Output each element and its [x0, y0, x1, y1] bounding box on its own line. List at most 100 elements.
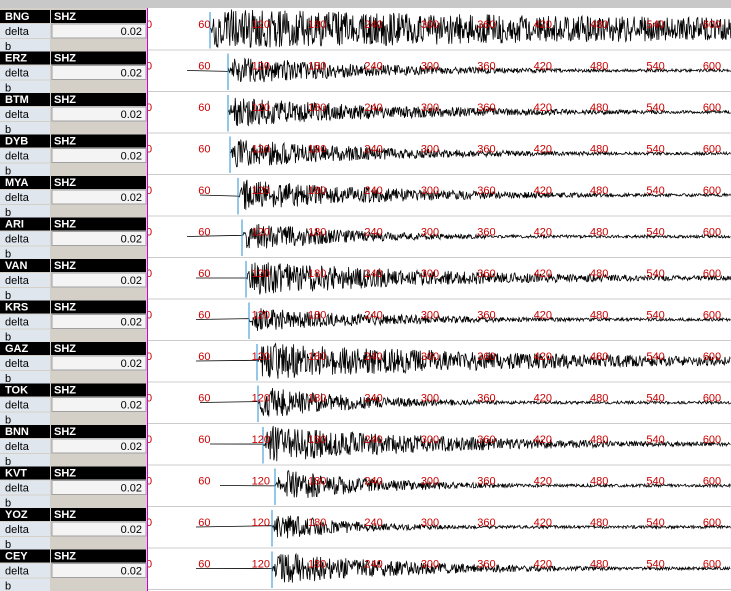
waveform: [227, 97, 731, 127]
time-label: 420: [534, 144, 552, 156]
time-label: 360: [477, 185, 495, 197]
channel-label: SHZ: [54, 219, 76, 231]
row: ERZ SHZ delta 0.02 b 0 60 120 180 240 300 360 420 480…: [0, 51, 731, 95]
station-label: TOK: [5, 385, 28, 397]
time-label: 300: [421, 393, 439, 405]
waveform: [195, 552, 731, 583]
channel-label: SHZ: [54, 551, 76, 563]
time-label: 300: [421, 268, 439, 280]
time-label: 240: [364, 434, 382, 446]
b-label-box: [0, 163, 50, 176]
b-label: b: [5, 498, 11, 510]
time-label: 540: [646, 517, 664, 529]
station-label: ERZ: [5, 53, 27, 65]
station-box: [0, 466, 50, 480]
delta-label-box: [0, 480, 50, 495]
b-label-box: [0, 80, 50, 93]
time-label: 0: [146, 227, 152, 239]
time-label: 120: [252, 476, 270, 488]
channel-label: SHZ: [54, 11, 76, 23]
row: CEY SHZ delta 0.02 b 0 60 120 180 240 300 360 420 480…: [0, 549, 731, 591]
time-label: 600: [703, 61, 721, 73]
time-label: 300: [421, 434, 439, 446]
b-label-box: [0, 412, 50, 425]
row: VAN SHZ delta 0.02 b 0 60 120 180 240 300 360 420 480…: [0, 259, 731, 301]
time-label: 60: [198, 517, 210, 529]
delta-value: 0.02: [121, 441, 142, 453]
delta-value-box: [51, 23, 147, 39]
time-label: 420: [534, 434, 552, 446]
time-label: 60: [198, 268, 210, 280]
time-label: 0: [146, 310, 152, 322]
channel-box: [51, 508, 146, 521]
channel-box: [51, 217, 146, 231]
time-label: 600: [703, 559, 721, 571]
plot: 0 60 120 180 240 300 360 420 480 540 600: [148, 342, 731, 381]
delta-label-box: [0, 65, 50, 80]
time-label: 240: [364, 19, 382, 31]
delta-value-box: [51, 438, 147, 454]
station-box: [0, 51, 50, 65]
channel-label: SHZ: [54, 468, 76, 480]
row: BNN SHZ delta 0.02 b 0 60 120 180 240 300 360 420 480…: [0, 425, 731, 467]
time-label: 120: [252, 434, 270, 446]
station-label: KVT: [5, 468, 27, 480]
channel-box: [51, 134, 146, 148]
time-label: 60: [198, 559, 210, 571]
time-label: 600: [703, 393, 721, 405]
b-label-box: [0, 122, 50, 135]
time-label: 480: [590, 61, 608, 73]
b-label: b: [5, 41, 11, 53]
delta-label-box: [0, 148, 50, 163]
waveform: [199, 179, 731, 210]
b-label: b: [5, 207, 11, 219]
time-label: 540: [646, 310, 664, 322]
top-bar: [0, 0, 731, 8]
time-label: 540: [646, 144, 664, 156]
time-label: 120: [252, 227, 270, 239]
delta-label-box: [0, 107, 50, 121]
time-label: 120: [252, 19, 270, 31]
waveform: [186, 223, 731, 249]
b-label-box: [0, 205, 50, 218]
time-label: 540: [646, 268, 664, 280]
time-label: 180: [308, 102, 326, 114]
delta-value-box: [51, 521, 147, 537]
time-label: 120: [252, 144, 270, 156]
time-label: 240: [364, 185, 382, 197]
channel-box: [51, 342, 146, 355]
time-label: 240: [364, 559, 382, 571]
plot: 0 60 120 180 240 300 360 420 480 540 600: [146, 302, 731, 339]
channel-label: SHZ: [54, 177, 76, 189]
time-label: 240: [364, 393, 382, 405]
delta-value-box: [51, 314, 147, 329]
time-label: 420: [534, 227, 552, 239]
delta-label-box: [0, 190, 50, 204]
time-label: 120: [252, 61, 270, 73]
delta-value-box: [51, 397, 147, 412]
waveform: [195, 308, 731, 331]
b-label: b: [5, 83, 11, 95]
station-label: BNN: [5, 426, 29, 438]
delta-label: delta: [5, 192, 30, 204]
time-label: 180: [308, 351, 326, 363]
b-label-box: [0, 454, 50, 467]
plot: 0 60 120 180 240 300 360 420 480 540 600: [148, 551, 731, 588]
time-label: 300: [421, 476, 439, 488]
time-label: 60: [198, 144, 210, 156]
delta-value-box: [51, 65, 147, 80]
time-label: 0: [146, 61, 152, 73]
time-label: 480: [590, 434, 608, 446]
station-label: VAN: [5, 260, 27, 272]
time-label: 180: [308, 310, 326, 322]
time-label: 60: [198, 434, 210, 446]
time-label: 300: [421, 559, 439, 571]
delta-label: delta: [5, 566, 30, 578]
station-label: KRS: [5, 302, 28, 314]
delta-value: 0.02: [121, 400, 142, 412]
channel-box: [51, 383, 146, 397]
waveform: [186, 57, 731, 83]
time-label: 480: [590, 393, 608, 405]
channel-label: SHZ: [54, 509, 76, 521]
